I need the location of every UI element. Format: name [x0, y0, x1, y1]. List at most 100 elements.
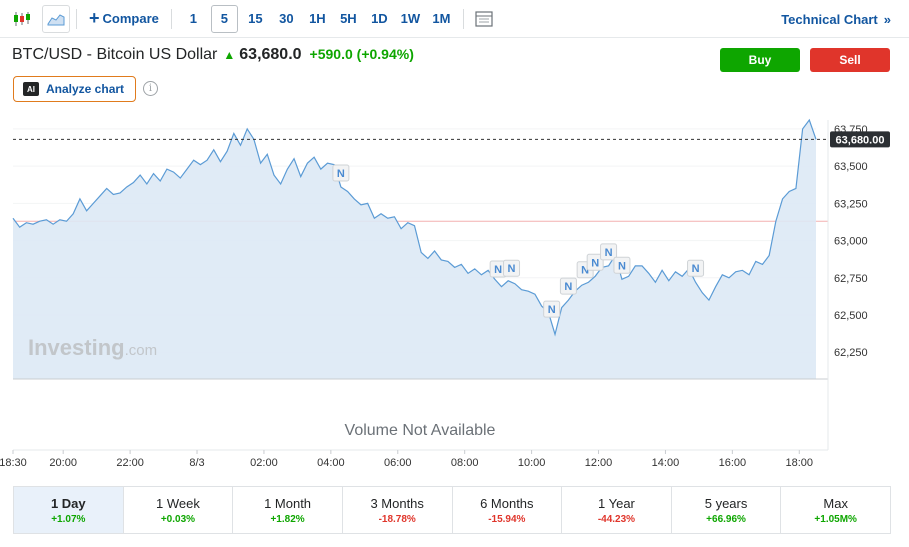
investing-watermark-suffix: .com	[125, 342, 158, 359]
performance-bar: 1 Day +1.07% 1 Week +0.03% 1 Month +1.82% 3 Mo…	[13, 486, 891, 534]
news-marker-label: N	[548, 304, 556, 316]
x-tick-label: 18:30	[0, 457, 27, 469]
news-marker-label: N	[591, 257, 599, 269]
x-tick-label: 22:00	[116, 457, 144, 469]
compare-label: Compare	[102, 11, 159, 26]
compare-button[interactable]: + Compare	[83, 5, 165, 33]
y-tick-label: 63,250	[834, 198, 868, 210]
buy-button[interactable]: Buy	[720, 48, 800, 72]
y-tick-label: 63,500	[834, 161, 868, 173]
performance-period[interactable]: 1 Year -44.23%	[562, 487, 672, 533]
y-tick-label: 62,750	[834, 273, 868, 285]
performance-period[interactable]: 1 Month +1.82%	[233, 487, 343, 533]
price-chart[interactable]: 62,250 62,500 62,750 63,000 63,250 63,500 63,7…	[0, 112, 909, 472]
technical-chart-label: Technical Chart	[781, 11, 878, 27]
x-tick-label: 04:00	[317, 457, 345, 469]
instrument-header: BTC/USD - Bitcoin US Dollar ▲ 63,680.0 +…	[12, 46, 414, 64]
news-marker-label: N	[581, 265, 589, 277]
performance-period-label: 1 Week	[156, 495, 200, 511]
performance-period-value: -15.94%	[488, 513, 526, 525]
table-view-icon[interactable]	[470, 5, 498, 33]
change-value: +590.0	[309, 46, 353, 62]
x-tick-label: 20:00	[49, 457, 77, 469]
performance-period-label: 1 Day	[50, 495, 86, 511]
timeframe-15[interactable]: 15	[248, 11, 263, 26]
performance-period[interactable]: Max +1.05M%	[781, 487, 890, 533]
last-price-tag-label: 63,680.00	[836, 134, 885, 146]
timeframe-group: 1 5 15 30 1H 5H 1D 1W 1M	[178, 4, 457, 33]
timeframe-1m[interactable]: 1M	[432, 11, 451, 26]
instrument-name: BTC/USD - Bitcoin US Dollar	[12, 46, 218, 63]
timeframe-1w[interactable]: 1W	[400, 11, 421, 26]
chart-toolbar: + Compare 1 5 15 30 1H 5H 1D 1W 1M Technical Cha…	[0, 0, 909, 38]
performance-period-value: +66.96%	[706, 513, 746, 525]
area-chart-icon[interactable]	[42, 4, 70, 33]
performance-period-label: 3 Months	[370, 495, 424, 511]
sell-button[interactable]: Sell	[810, 48, 890, 72]
news-marker	[687, 259, 705, 277]
last-price-tag	[830, 131, 890, 148]
news-marker-label: N	[337, 168, 345, 180]
news-marker	[332, 164, 350, 182]
price-change: +590.0 (+0.94%)	[310, 46, 414, 62]
performance-period-value: +1.82%	[270, 513, 305, 525]
price-area-fill	[13, 120, 816, 379]
price-line	[12, 118, 817, 337]
performance-period[interactable]: 1 Day +1.07%	[14, 487, 124, 533]
news-marker-label: N	[605, 247, 613, 259]
timeframe-1h[interactable]: 1H	[309, 11, 326, 26]
performance-period[interactable]: 5 years +66.96%	[672, 487, 782, 533]
y-tick-label: 62,500	[834, 310, 868, 322]
change-percent: (+0.94%)	[356, 46, 414, 62]
news-marker-label: N	[494, 264, 502, 276]
performance-period[interactable]: 1 Week +0.03%	[124, 487, 234, 533]
x-tick-label: 10:00	[518, 457, 546, 469]
info-icon[interactable]: i	[143, 81, 158, 96]
x-tick-label: 06:00	[384, 457, 412, 469]
analyze-chart-label: Analyze chart	[46, 82, 125, 96]
x-tick-label: 14:00	[652, 457, 680, 469]
x-tick-label: 18:00	[786, 457, 814, 469]
y-tick-label: 63,000	[834, 236, 868, 248]
news-marker-label: N	[564, 281, 572, 293]
performance-period[interactable]: 6 Months -15.94%	[453, 487, 563, 533]
x-tick-label: 08:00	[451, 457, 479, 469]
performance-period-label: 1 Month	[264, 495, 312, 511]
toolbar-divider	[462, 8, 464, 29]
news-marker	[586, 253, 604, 271]
toolbar-divider	[170, 8, 172, 29]
x-tick-label: 16:00	[719, 457, 747, 469]
news-marker	[543, 300, 561, 318]
news-marker-label: N	[692, 263, 700, 275]
news-marker	[503, 259, 521, 277]
x-tick-label: 12:00	[585, 457, 613, 469]
chart-svg: 62,25062,50062,75063,00063,25063,50063,7…	[0, 118, 890, 469]
performance-period-label: 5 years	[704, 495, 748, 511]
double-chevron-right-icon: »	[883, 11, 891, 27]
news-marker-label: N	[508, 263, 516, 275]
performance-period-value: +0.03%	[160, 513, 196, 525]
ai-icon: AI	[23, 82, 39, 96]
news-marker	[600, 243, 618, 261]
performance-period-value: +1.07%	[51, 513, 86, 525]
analyze-chart-button[interactable]: AI Analyze chart	[13, 76, 136, 102]
y-tick-label: 62,250	[834, 347, 868, 359]
x-tick-label: 8/3	[189, 457, 204, 469]
toolbar-divider	[76, 8, 77, 29]
candlestick-icon[interactable]	[8, 5, 36, 33]
news-marker	[613, 256, 631, 274]
timeframe-5[interactable]: 5	[210, 4, 238, 33]
timeframe-30[interactable]: 30	[279, 11, 294, 26]
timeframe-1d[interactable]: 1D	[371, 11, 388, 26]
performance-period-label: Max	[823, 495, 848, 511]
timeframe-1[interactable]: 1	[189, 11, 197, 26]
technical-chart-link[interactable]: Technical Chart »	[781, 0, 891, 38]
performance-period[interactable]: 3 Months -18.78%	[343, 487, 453, 533]
news-marker	[559, 277, 577, 295]
news-marker-label: N	[618, 260, 626, 272]
timeframe-5h[interactable]: 5H	[340, 11, 357, 26]
performance-period-value: +1.05M%	[814, 513, 857, 525]
performance-period-value: -44.23%	[597, 513, 636, 525]
plus-icon: +	[89, 8, 100, 28]
volume-not-available: Volume Not Available	[345, 422, 496, 439]
